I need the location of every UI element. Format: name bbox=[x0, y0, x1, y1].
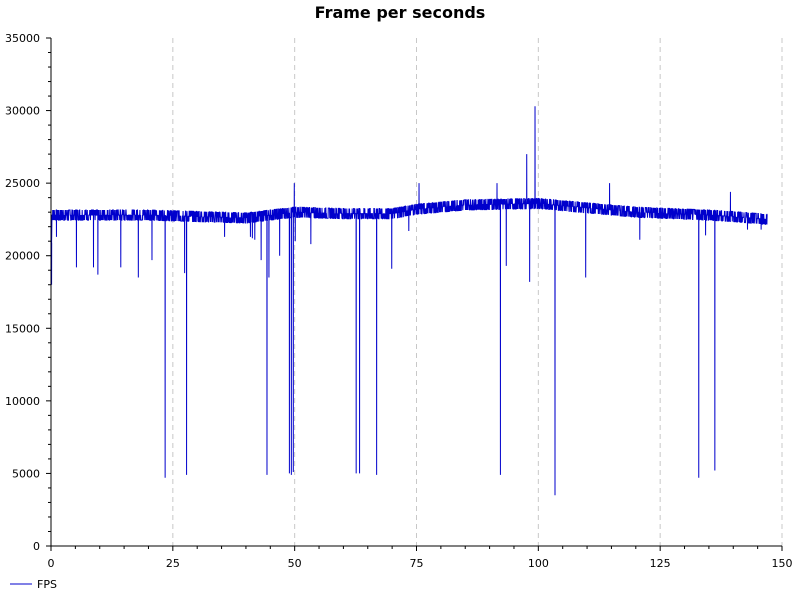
plot-area bbox=[50, 106, 768, 496]
y-tick-label-10000: 10000 bbox=[5, 395, 40, 408]
y-tick-label-15000: 15000 bbox=[5, 322, 40, 335]
x-tick-label-25: 25 bbox=[166, 557, 180, 570]
x-tick-label-125: 125 bbox=[650, 557, 671, 570]
x-tick-label-75: 75 bbox=[410, 557, 424, 570]
y-tick-label-25000: 25000 bbox=[5, 177, 40, 190]
x-tick-label-50: 50 bbox=[288, 557, 302, 570]
y-tick-label-20000: 20000 bbox=[5, 250, 40, 263]
y-tick-label-35000: 35000 bbox=[5, 32, 40, 45]
x-tick-label-150: 150 bbox=[772, 557, 793, 570]
x-tick-label-100: 100 bbox=[528, 557, 549, 570]
chart-title: Frame per seconds bbox=[315, 3, 486, 22]
x-tick-label-0: 0 bbox=[48, 557, 55, 570]
y-tick-label-0: 0 bbox=[33, 540, 40, 553]
series-fps-line bbox=[50, 106, 768, 496]
legend: FPS bbox=[10, 578, 57, 591]
axes: 0 25 50 75 100 125 150 0 5000 10000 15000 20000 2500… bbox=[5, 32, 793, 570]
y-tick-label-30000: 30000 bbox=[5, 105, 40, 118]
y-tick-label-5000: 5000 bbox=[12, 467, 40, 480]
legend-label-fps: FPS bbox=[37, 578, 57, 591]
grid-lines bbox=[172, 38, 783, 546]
